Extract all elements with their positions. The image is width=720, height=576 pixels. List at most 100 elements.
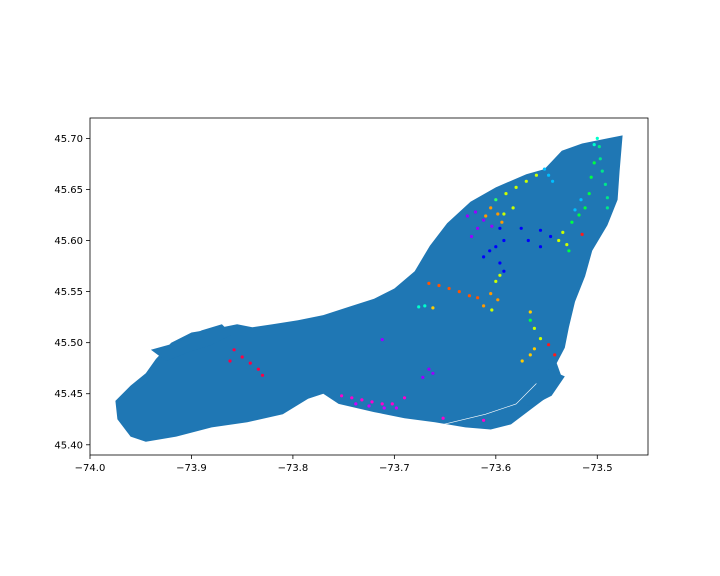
map-point: [467, 294, 471, 298]
x-tick-label: −73.8: [278, 463, 309, 474]
map-point: [402, 396, 407, 400]
map-point: [605, 206, 610, 210]
map-point: [248, 361, 252, 365]
map-point: [465, 214, 469, 218]
map-point: [567, 249, 571, 253]
map-point: [534, 173, 539, 177]
map-point: [473, 210, 478, 214]
map-point: [597, 145, 601, 149]
map-point: [367, 404, 371, 408]
data-point-layer: [228, 136, 610, 422]
map-point: [511, 206, 515, 210]
map-point: [476, 226, 480, 230]
map-point: [598, 157, 602, 161]
x-tick-label: −73.5: [582, 463, 613, 474]
map-point: [519, 226, 523, 230]
map-point: [417, 305, 421, 309]
map-point: [577, 213, 581, 217]
map-point: [482, 418, 486, 422]
map-point: [457, 290, 461, 294]
y-tick-label: 45.70: [54, 134, 83, 145]
y-tick-label: 45.50: [54, 338, 83, 349]
map-point: [489, 292, 493, 296]
map-point: [427, 281, 431, 285]
map-point: [583, 206, 587, 210]
map-point: [441, 416, 445, 420]
ile-bizard-land: [150, 324, 232, 361]
montreal-island-land: [115, 135, 623, 442]
map-point: [498, 226, 502, 230]
map-point: [502, 269, 506, 273]
map-point: [549, 234, 553, 239]
map-point: [532, 347, 537, 351]
map-point: [427, 367, 431, 371]
map-point: [514, 185, 518, 189]
map-point: [490, 308, 494, 312]
map-point: [380, 338, 384, 342]
map-point: [431, 306, 435, 310]
y-tick-label: 45.60: [54, 236, 83, 247]
map-point: [603, 182, 608, 186]
map-point: [360, 398, 364, 402]
map-point: [551, 179, 555, 183]
map-point: [528, 353, 532, 357]
map-point: [500, 220, 504, 224]
y-tick-label: 45.40: [54, 440, 83, 451]
map-point: [532, 326, 537, 330]
map-point: [490, 224, 494, 228]
map-point: [394, 406, 398, 410]
map-point: [538, 228, 543, 232]
x-tick-label: −73.9: [176, 463, 207, 474]
x-tick-label: −73.7: [379, 463, 410, 474]
map-point: [580, 232, 584, 236]
map-point: [553, 353, 557, 357]
map-point: [494, 279, 498, 283]
map-point: [595, 136, 599, 140]
map-point: [547, 173, 551, 177]
map-point: [579, 198, 583, 202]
nuns-island-land: [521, 369, 565, 406]
map-point: [528, 310, 532, 314]
map-point: [557, 238, 561, 243]
map-point: [350, 396, 354, 400]
map-point: [605, 196, 610, 200]
map-point: [494, 245, 498, 249]
map-point: [421, 375, 425, 379]
map-point: [232, 348, 236, 352]
map-point: [526, 238, 530, 243]
x-tick-label: −73.6: [480, 463, 511, 474]
axes-frame: [89, 117, 649, 456]
map-point: [370, 400, 374, 404]
y-tick-label: 45.65: [54, 185, 83, 196]
map-point: [498, 273, 502, 277]
map-point: [340, 394, 344, 398]
map-point: [482, 304, 486, 308]
y-axis-ticks: 45.40 45.45 45.50 45.55 45.60 45.65 45.70: [54, 134, 90, 451]
map-point: [431, 371, 435, 375]
map-point: [488, 249, 492, 253]
plot-area: [115, 135, 623, 442]
map-point: [484, 214, 488, 218]
map-point: [382, 406, 386, 410]
map-point: [380, 402, 384, 406]
x-tick-label: −74.0: [75, 463, 106, 474]
map-point: [482, 255, 486, 259]
map-point: [592, 143, 596, 147]
map-point: [489, 206, 493, 210]
map-point: [600, 169, 604, 173]
map-point: [494, 198, 498, 202]
map-point: [592, 161, 596, 165]
map-point: [498, 261, 502, 265]
map-point: [502, 212, 506, 216]
y-tick-label: 45.45: [54, 389, 83, 400]
map-point: [561, 230, 565, 234]
map-point: [354, 402, 358, 406]
map-point: [542, 167, 547, 171]
map-point: [437, 283, 441, 288]
map-point: [482, 218, 486, 222]
map-point: [496, 298, 500, 302]
map-point: [447, 286, 451, 291]
map-point: [565, 243, 569, 247]
